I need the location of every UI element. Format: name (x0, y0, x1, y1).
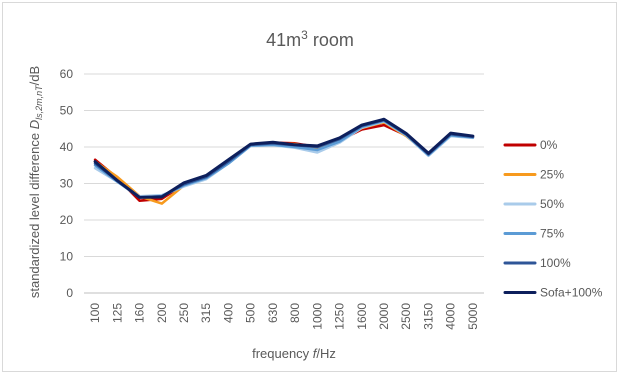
series-line-0 (93, 123, 475, 202)
x-axis-label: frequency f/Hz (252, 346, 336, 361)
x-axis-ticks: 100 125 160 200 250 315 400 500 630 800 1000 1250 16… (88, 303, 480, 330)
x-tick-label: 3150 (421, 303, 435, 330)
x-tick-label: 4000 (444, 303, 458, 330)
title-superscript: 3 (301, 28, 308, 42)
legend-label: 100% (540, 256, 571, 270)
legend: 0% 25% 50% 75% 100% Sofa+100% (503, 138, 603, 300)
y-tick-label: 0 (66, 286, 73, 300)
x-tick-label: 125 (110, 303, 124, 323)
legend-label: 50% (540, 197, 564, 211)
x-tick-label: 2500 (399, 303, 413, 330)
x-tick-label: 1250 (333, 303, 347, 330)
y-tick-label: 50 (60, 104, 74, 118)
y-tick-label: 10 (60, 250, 74, 264)
x-tick-label: 500 (244, 303, 258, 323)
x-tick-label: 200 (155, 303, 169, 323)
series-line-100 (93, 118, 475, 199)
chart-frame (2, 2, 617, 372)
legend-label: 25% (540, 168, 564, 182)
gridlines (84, 73, 484, 294)
x-tick-label: 160 (133, 303, 147, 323)
series-lines (93, 117, 475, 205)
y-tick-label: 40 (60, 140, 74, 154)
series-line-25 (93, 120, 475, 205)
chart-title: 41m3 room (266, 28, 354, 50)
x-tick-label: 400 (221, 303, 235, 323)
x-tick-label: 1600 (355, 303, 369, 330)
x-tick-label: 1000 (310, 303, 324, 330)
legend-label: Sofa+100% (540, 286, 603, 300)
x-tick-label: 5000 (466, 303, 480, 330)
y-axis-label: standardized level difference Dls,2m,nT/… (27, 66, 44, 298)
series-line-sofa-100 (93, 117, 475, 199)
x-tick-label: 250 (177, 303, 191, 323)
y-tick-label: 20 (60, 213, 74, 227)
x-tick-label: 315 (199, 303, 213, 323)
x-tick-label: 100 (88, 303, 102, 323)
y-tick-label: 30 (60, 177, 74, 191)
legend-label: 0% (540, 138, 558, 152)
series-line-75 (93, 119, 475, 199)
x-tick-label: 2000 (377, 303, 391, 330)
legend-label: 75% (540, 227, 564, 241)
x-tick-label: 630 (266, 303, 280, 323)
x-tick-label: 800 (288, 303, 302, 323)
y-tick-label: 60 (60, 67, 74, 81)
y-axis-ticks: 0 10 20 30 40 50 60 (60, 67, 74, 300)
series-line-50 (93, 120, 475, 198)
